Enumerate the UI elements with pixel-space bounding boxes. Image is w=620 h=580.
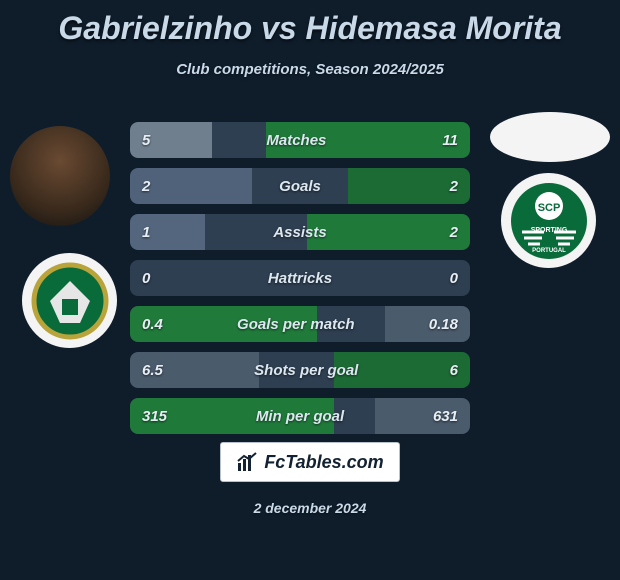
stat-row: 5Matches11 [130, 122, 470, 158]
stat-label: Matches [150, 132, 442, 149]
stat-label: Goals per match [163, 316, 429, 333]
stat-left-value: 2 [142, 178, 150, 195]
stat-right-value: 0.18 [429, 316, 458, 333]
svg-text:SPORTING: SPORTING [530, 227, 567, 234]
player1-name: Gabrielzinho [58, 10, 252, 46]
stat-right-value: 2 [450, 178, 458, 195]
stats-container: 5Matches112Goals21Assists20Hattricks00.4… [130, 122, 470, 444]
club2-crest-icon: SCP SPORTING PORTUGAL [508, 180, 590, 262]
club1-badge [22, 253, 117, 348]
stat-right-value: 0 [450, 270, 458, 287]
stat-row: 0.4Goals per match0.18 [130, 306, 470, 342]
player2-name: Hidemasa Morita [306, 10, 562, 46]
stat-row: 315Min per goal631 [130, 398, 470, 434]
svg-text:PORTUGAL: PORTUGAL [532, 248, 566, 254]
stat-left-value: 1 [142, 224, 150, 241]
player1-photo [10, 126, 110, 226]
stat-row: 2Goals2 [130, 168, 470, 204]
stat-row: 0Hattricks0 [130, 260, 470, 296]
stat-left-value: 6.5 [142, 362, 163, 379]
stat-label: Min per goal [167, 408, 433, 425]
player1-face-placeholder [10, 126, 110, 226]
brand-text: FcTables.com [264, 452, 383, 473]
player2-photo [490, 112, 610, 162]
brand-box: FcTables.com [220, 442, 400, 482]
club2-badge: SCP SPORTING PORTUGAL [501, 173, 596, 268]
stat-right-value: 631 [433, 408, 458, 425]
stat-right-value: 11 [442, 132, 458, 149]
stat-right-value: 2 [450, 224, 458, 241]
stat-right-value: 6 [450, 362, 458, 379]
date-line: 2 december 2024 [0, 500, 620, 516]
vs-text: vs [261, 10, 297, 46]
page-title: Gabrielzinho vs Hidemasa Morita [0, 0, 620, 47]
stat-left-value: 315 [142, 408, 167, 425]
stat-row: 6.5Shots per goal6 [130, 352, 470, 388]
subtitle: Club competitions, Season 2024/2025 [0, 61, 620, 78]
stat-label: Shots per goal [163, 362, 450, 379]
stat-label: Assists [150, 224, 449, 241]
stat-label: Goals [150, 178, 449, 195]
stat-label: Hattricks [150, 270, 449, 287]
club1-crest-icon [30, 261, 110, 341]
stat-row: 1Assists2 [130, 214, 470, 250]
brand-chart-icon [236, 451, 258, 473]
stat-left-value: 5 [142, 132, 150, 149]
stat-left-value: 0.4 [142, 316, 163, 333]
club2-initials: SCP [537, 202, 560, 214]
stat-left-value: 0 [142, 270, 150, 287]
